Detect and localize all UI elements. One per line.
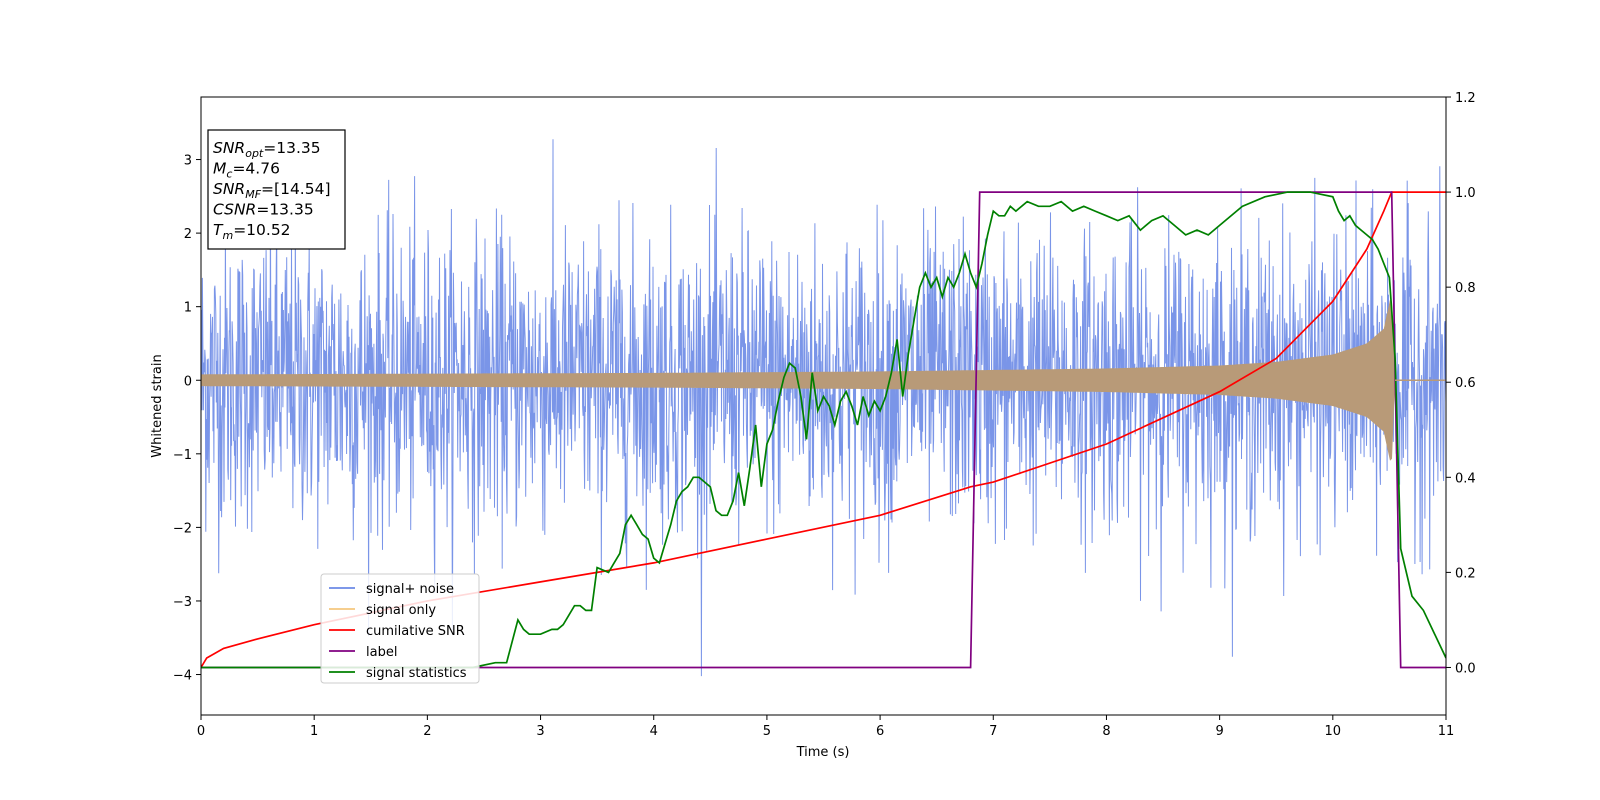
legend-entry: signal only	[366, 603, 436, 618]
left-y-axis-ticks: −4 −3 −2 −1 0 1 2 3	[173, 154, 201, 684]
x-axis-label: Time (s)	[796, 745, 850, 760]
series-signal-noise	[201, 139, 1446, 677]
legend: signal+ noise signal only cumilative SNR la…	[320, 573, 480, 684]
y-axis-label: Whitened strain	[150, 354, 165, 457]
right-y-tick-label: 0.2	[1455, 566, 1476, 581]
plot-area	[201, 139, 1446, 677]
x-tick-label: 0	[197, 724, 205, 739]
x-tick-label: 2	[423, 724, 431, 739]
annotation-box: SNRopt=13.35Mc=4.76SNRMF=[14.54]CSNR=13.…	[207, 129, 346, 250]
x-tick-label: 1	[310, 724, 318, 739]
left-y-tick-label: −2	[173, 521, 192, 536]
x-tick-label: 3	[536, 724, 544, 739]
annotation-line: SNRopt=13.35	[213, 139, 321, 160]
right-y-axis-ticks: 0.0 0.2 0.4 0.6 0.8 1.0 1.2	[1446, 91, 1476, 676]
legend-entry: signal+ noise	[366, 582, 454, 597]
series-cumulative-snr	[201, 191, 1446, 668]
x-tick-label: 9	[1215, 724, 1223, 739]
annotation-line: CSNR=13.35	[213, 201, 314, 219]
right-y-tick-label: 1.0	[1455, 186, 1476, 201]
legend-frame	[320, 573, 480, 684]
left-y-tick-label: −3	[173, 595, 192, 610]
left-y-tick-label: 2	[184, 227, 192, 242]
annotation-line: Mc=4.76	[213, 160, 280, 181]
x-tick-label: 4	[650, 724, 658, 739]
annotation-line: SNRMF=[14.54]	[213, 180, 331, 201]
series-signal-statistics	[201, 191, 1446, 669]
x-tick-label: 7	[989, 724, 997, 739]
left-y-tick-label: 0	[184, 374, 192, 389]
right-y-tick-label: 1.2	[1455, 91, 1476, 106]
x-tick-label: 10	[1325, 724, 1342, 739]
plot-frame	[200, 96, 1447, 716]
legend-entry: cumilative SNR	[366, 624, 465, 639]
right-y-tick-label: 0.0	[1455, 661, 1476, 676]
x-axis-ticks: 0 1 2 3 4 5 6 7 8 9 10 11	[197, 715, 1454, 739]
x-tick-label: 11	[1438, 724, 1455, 739]
left-y-tick-label: −4	[173, 669, 192, 684]
x-tick-label: 5	[763, 724, 771, 739]
right-y-tick-label: 0.8	[1455, 281, 1476, 296]
annotation-frame	[207, 129, 346, 250]
right-y-tick-label: 0.4	[1455, 471, 1476, 486]
right-y-tick-label: 0.6	[1455, 376, 1476, 391]
left-y-tick-label: 1	[184, 301, 192, 316]
x-tick-label: 8	[1102, 724, 1110, 739]
series-label	[201, 191, 1446, 669]
annotation-line: Tm=10.52	[213, 221, 291, 242]
legend-entry: label	[366, 645, 397, 660]
x-tick-label: 6	[876, 724, 884, 739]
legend-entry: signal statistics	[366, 666, 467, 681]
left-y-tick-label: −1	[173, 448, 192, 463]
series-signal-only	[201, 299, 1446, 461]
left-y-tick-label: 3	[184, 154, 192, 169]
